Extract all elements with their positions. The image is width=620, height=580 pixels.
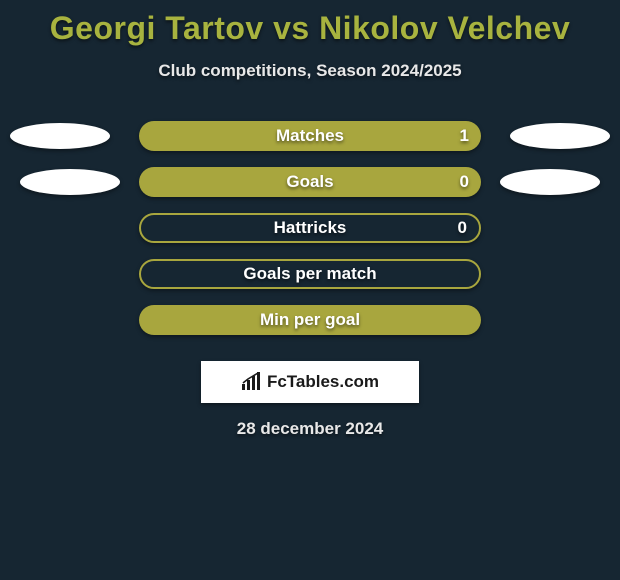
player1-marker: [10, 123, 110, 149]
page-title: Georgi Tartov vs Nikolov Velchev: [0, 0, 620, 47]
stat-label: Goals: [286, 172, 333, 192]
stat-row-hattricks: Hattricks 0: [0, 205, 620, 251]
stat-bar: Goals per match: [139, 259, 481, 289]
stat-row-matches: Matches 1: [0, 113, 620, 159]
subtitle: Club competitions, Season 2024/2025: [0, 61, 620, 81]
player1-marker: [20, 169, 120, 195]
stat-value: 0: [458, 218, 467, 238]
stat-label: Min per goal: [260, 310, 360, 330]
brand-badge[interactable]: FcTables.com: [201, 361, 419, 403]
stat-row-gpm: Goals per match: [0, 251, 620, 297]
stat-bar: Matches 1: [139, 121, 481, 151]
player2-marker: [510, 123, 610, 149]
stat-row-mpg: Min per goal: [0, 297, 620, 343]
stat-row-goals: Goals 0: [0, 159, 620, 205]
stat-label: Goals per match: [243, 264, 376, 284]
stat-bar: Hattricks 0: [139, 213, 481, 243]
stat-label: Hattricks: [274, 218, 347, 238]
stat-value: 1: [460, 126, 469, 146]
stat-rows: Matches 1 Goals 0 Hattricks 0 Goals per …: [0, 113, 620, 343]
stat-bar: Goals 0: [139, 167, 481, 197]
stat-value: 0: [460, 172, 469, 192]
stat-bar: Min per goal: [139, 305, 481, 335]
stat-label: Matches: [276, 126, 344, 146]
brand-text: FcTables.com: [267, 372, 379, 392]
date-text: 28 december 2024: [0, 419, 620, 439]
player2-marker: [500, 169, 600, 195]
analytics-icon: [241, 372, 263, 392]
